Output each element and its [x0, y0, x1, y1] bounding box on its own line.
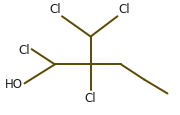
Text: Cl: Cl — [118, 3, 130, 16]
Text: HO: HO — [5, 77, 23, 90]
Text: Cl: Cl — [50, 3, 61, 16]
Text: Cl: Cl — [18, 43, 30, 56]
Text: Cl: Cl — [85, 91, 96, 104]
